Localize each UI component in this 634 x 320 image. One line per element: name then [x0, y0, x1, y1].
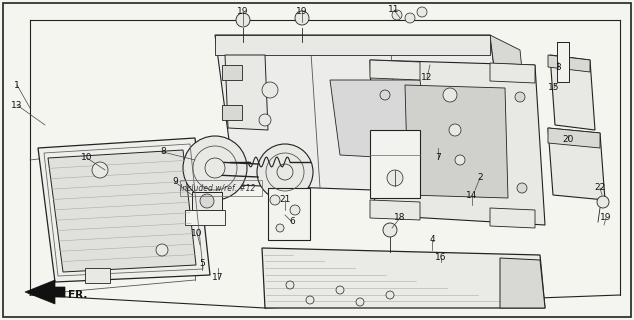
- Polygon shape: [215, 35, 490, 55]
- Bar: [268, 188, 310, 240]
- Circle shape: [92, 162, 108, 178]
- Text: 19: 19: [237, 7, 249, 17]
- Polygon shape: [548, 128, 600, 148]
- Circle shape: [262, 82, 278, 98]
- Text: 19: 19: [600, 213, 612, 222]
- Circle shape: [417, 7, 427, 17]
- Text: 8: 8: [160, 148, 166, 156]
- Circle shape: [270, 195, 280, 205]
- Polygon shape: [330, 80, 430, 160]
- Circle shape: [277, 164, 293, 180]
- Polygon shape: [548, 55, 590, 72]
- Polygon shape: [490, 35, 535, 200]
- Polygon shape: [215, 35, 510, 195]
- Text: 6: 6: [289, 218, 295, 227]
- Text: 10: 10: [81, 154, 93, 163]
- Text: 15: 15: [548, 84, 560, 92]
- Polygon shape: [38, 138, 210, 282]
- Polygon shape: [548, 128, 605, 200]
- Circle shape: [306, 296, 314, 304]
- Text: 14: 14: [467, 190, 477, 199]
- Polygon shape: [370, 60, 420, 80]
- Polygon shape: [222, 105, 242, 120]
- Circle shape: [443, 88, 457, 102]
- Text: 4: 4: [429, 236, 435, 244]
- Circle shape: [286, 281, 294, 289]
- Text: 3: 3: [555, 63, 561, 73]
- Circle shape: [517, 183, 527, 193]
- Polygon shape: [500, 258, 545, 308]
- Polygon shape: [225, 55, 268, 130]
- Circle shape: [356, 298, 364, 306]
- Text: 13: 13: [11, 100, 23, 109]
- Circle shape: [183, 136, 247, 200]
- Circle shape: [386, 291, 394, 299]
- Bar: [370, 130, 420, 198]
- Bar: [180, 180, 262, 196]
- Text: 19: 19: [296, 7, 307, 17]
- Text: 5: 5: [199, 259, 205, 268]
- Text: 10: 10: [191, 228, 203, 237]
- Polygon shape: [185, 210, 225, 225]
- Text: 12: 12: [422, 74, 432, 83]
- Polygon shape: [48, 150, 196, 272]
- Polygon shape: [262, 248, 545, 308]
- Circle shape: [156, 244, 168, 256]
- Circle shape: [515, 92, 525, 102]
- Polygon shape: [490, 208, 535, 228]
- Text: 21: 21: [280, 196, 290, 204]
- Text: 16: 16: [436, 253, 447, 262]
- Text: 7: 7: [435, 154, 441, 163]
- Text: 22: 22: [595, 183, 605, 193]
- Circle shape: [405, 13, 415, 23]
- Polygon shape: [25, 280, 65, 304]
- Bar: [557, 42, 569, 82]
- Circle shape: [205, 158, 225, 178]
- Polygon shape: [222, 65, 242, 80]
- Circle shape: [383, 180, 393, 190]
- Polygon shape: [370, 200, 420, 220]
- Text: 18: 18: [394, 213, 406, 222]
- Circle shape: [392, 10, 402, 20]
- Text: 20: 20: [562, 135, 574, 145]
- Circle shape: [383, 223, 397, 237]
- Text: FR.: FR.: [68, 290, 87, 300]
- Text: 17: 17: [212, 274, 224, 283]
- Circle shape: [257, 144, 313, 200]
- Circle shape: [387, 170, 403, 186]
- Circle shape: [597, 196, 609, 208]
- Circle shape: [259, 114, 271, 126]
- Circle shape: [290, 205, 300, 215]
- Circle shape: [276, 224, 284, 232]
- Bar: [85, 268, 110, 283]
- Polygon shape: [550, 55, 595, 130]
- Polygon shape: [490, 63, 535, 83]
- Polygon shape: [405, 85, 508, 198]
- Circle shape: [236, 13, 250, 27]
- Circle shape: [380, 90, 390, 100]
- Polygon shape: [370, 60, 545, 225]
- Circle shape: [455, 155, 465, 165]
- Circle shape: [336, 286, 344, 294]
- Circle shape: [200, 194, 214, 208]
- Text: 1: 1: [14, 81, 20, 90]
- Circle shape: [295, 11, 309, 25]
- Text: 9: 9: [172, 178, 178, 187]
- Text: 2: 2: [477, 173, 483, 182]
- Text: Included w/ref. #12: Included w/ref. #12: [180, 183, 256, 193]
- Circle shape: [449, 124, 461, 136]
- Bar: [192, 192, 222, 210]
- Text: 11: 11: [388, 5, 400, 14]
